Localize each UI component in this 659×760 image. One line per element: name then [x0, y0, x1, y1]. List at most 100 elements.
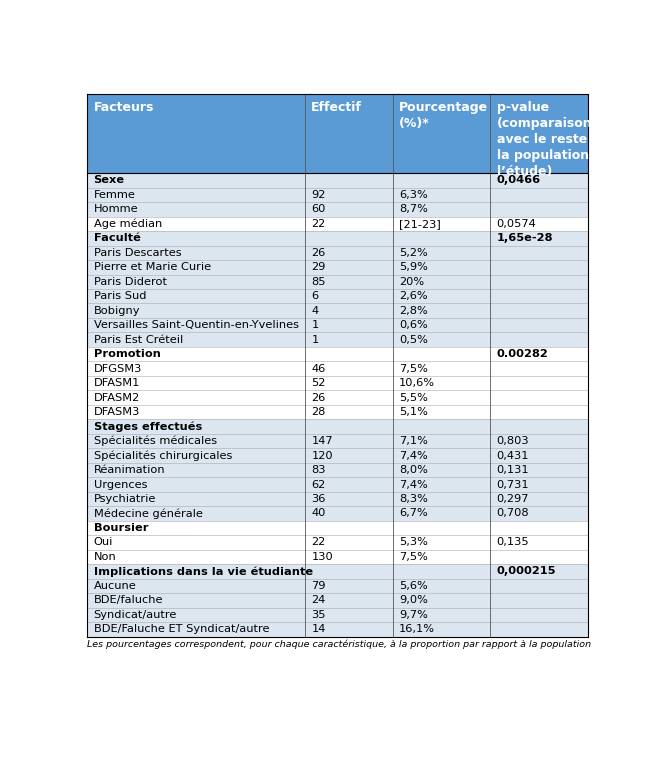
Bar: [88, 434, 588, 448]
Text: 22: 22: [311, 219, 326, 229]
Text: BDE/Faluche ET Syndicat/autre: BDE/Faluche ET Syndicat/autre: [94, 625, 269, 635]
Text: 7,4%: 7,4%: [399, 480, 428, 489]
Text: DFGSM3: DFGSM3: [94, 363, 142, 374]
Bar: [88, 391, 588, 405]
Bar: [88, 549, 588, 564]
Text: 1: 1: [311, 320, 318, 330]
Text: Paris Sud: Paris Sud: [94, 291, 146, 301]
Text: Paris Est Créteil: Paris Est Créteil: [94, 334, 183, 345]
Text: 7,4%: 7,4%: [399, 451, 428, 461]
Bar: [88, 318, 588, 332]
Text: 7,5%: 7,5%: [399, 363, 428, 374]
Text: 8,0%: 8,0%: [399, 465, 428, 475]
Text: 62: 62: [311, 480, 326, 489]
Text: 79: 79: [311, 581, 326, 591]
Text: Paris Descartes: Paris Descartes: [94, 248, 181, 258]
Text: 28: 28: [311, 407, 326, 417]
Text: 0,0466: 0,0466: [496, 176, 540, 185]
Text: 52: 52: [311, 378, 326, 388]
Text: Urgences: Urgences: [94, 480, 147, 489]
Text: 7,5%: 7,5%: [399, 552, 428, 562]
Text: 9,7%: 9,7%: [399, 610, 428, 620]
Bar: [88, 94, 588, 173]
Text: DFASM1: DFASM1: [94, 378, 140, 388]
Text: 1,65e-28: 1,65e-28: [496, 233, 553, 243]
Bar: [88, 593, 588, 608]
Bar: [88, 492, 588, 506]
Text: 4: 4: [311, 306, 318, 315]
Text: Aucune: Aucune: [94, 581, 136, 591]
Text: 8,3%: 8,3%: [399, 494, 428, 504]
Bar: [88, 477, 588, 492]
Bar: [88, 405, 588, 420]
Text: 0,131: 0,131: [496, 465, 529, 475]
Text: Implications dans la vie étudiante: Implications dans la vie étudiante: [94, 566, 313, 577]
Text: 0,135: 0,135: [496, 537, 529, 547]
Text: Promotion: Promotion: [94, 349, 161, 359]
Text: 5,3%: 5,3%: [399, 537, 428, 547]
Text: 20%: 20%: [399, 277, 424, 287]
Bar: [88, 202, 588, 217]
Text: 0,297: 0,297: [496, 494, 529, 504]
Text: Oui: Oui: [94, 537, 113, 547]
Text: Boursier: Boursier: [94, 523, 148, 533]
Text: 5,2%: 5,2%: [399, 248, 428, 258]
Text: 0,000215: 0,000215: [496, 566, 556, 576]
Text: 0.00282: 0.00282: [496, 349, 548, 359]
Text: 92: 92: [311, 190, 326, 200]
Text: 0,731: 0,731: [496, 480, 529, 489]
Bar: [88, 217, 588, 231]
Text: 0,0574: 0,0574: [496, 219, 536, 229]
Text: Facteurs: Facteurs: [94, 101, 154, 114]
Bar: [88, 245, 588, 260]
Text: 85: 85: [311, 277, 326, 287]
Text: Homme: Homme: [94, 204, 138, 214]
Text: 24: 24: [311, 595, 326, 606]
Text: 83: 83: [311, 465, 326, 475]
Bar: [88, 578, 588, 593]
Bar: [88, 622, 588, 637]
Bar: [88, 376, 588, 391]
Text: 2,6%: 2,6%: [399, 291, 428, 301]
Text: 26: 26: [311, 248, 326, 258]
Bar: [88, 347, 588, 362]
Text: 120: 120: [311, 451, 333, 461]
Text: Non: Non: [94, 552, 117, 562]
Text: 60: 60: [311, 204, 326, 214]
Text: Stages effectués: Stages effectués: [94, 421, 202, 432]
Text: Sexe: Sexe: [94, 176, 125, 185]
Bar: [88, 260, 588, 274]
Text: Syndicat/autre: Syndicat/autre: [94, 610, 177, 620]
Bar: [88, 564, 588, 578]
Text: 0,431: 0,431: [496, 451, 529, 461]
Text: 130: 130: [311, 552, 333, 562]
Text: 0,5%: 0,5%: [399, 334, 428, 345]
Text: Effectif: Effectif: [311, 101, 362, 114]
Text: Spécialités médicales: Spécialités médicales: [94, 435, 217, 446]
Text: 8,7%: 8,7%: [399, 204, 428, 214]
Bar: [88, 506, 588, 521]
Text: p-value
(comparaison
avec le reste de
la population de
l’étude): p-value (comparaison avec le reste de la…: [496, 101, 610, 178]
Text: 14: 14: [311, 625, 326, 635]
Bar: [88, 173, 588, 188]
Bar: [88, 289, 588, 303]
Text: 0,708: 0,708: [496, 508, 529, 518]
Text: 16,1%: 16,1%: [399, 625, 435, 635]
Text: Faculté: Faculté: [94, 233, 140, 243]
Text: Réanimation: Réanimation: [94, 465, 165, 475]
Text: 1: 1: [311, 334, 318, 345]
Text: Médecine générale: Médecine générale: [94, 508, 202, 519]
Text: 0,803: 0,803: [496, 436, 529, 446]
Text: 6,3%: 6,3%: [399, 190, 428, 200]
Text: 0,6%: 0,6%: [399, 320, 428, 330]
Text: Spécialités chirurgicales: Spécialités chirurgicales: [94, 451, 232, 461]
Text: Versailles Saint-Quentin-en-Yvelines: Versailles Saint-Quentin-en-Yvelines: [94, 320, 299, 330]
Text: 7,1%: 7,1%: [399, 436, 428, 446]
Text: [21-23]: [21-23]: [399, 219, 441, 229]
Bar: [88, 535, 588, 549]
Text: BDE/faluche: BDE/faluche: [94, 595, 163, 606]
Text: Bobigny: Bobigny: [94, 306, 140, 315]
Text: 2,8%: 2,8%: [399, 306, 428, 315]
Bar: [88, 188, 588, 202]
Text: Psychiatrie: Psychiatrie: [94, 494, 156, 504]
